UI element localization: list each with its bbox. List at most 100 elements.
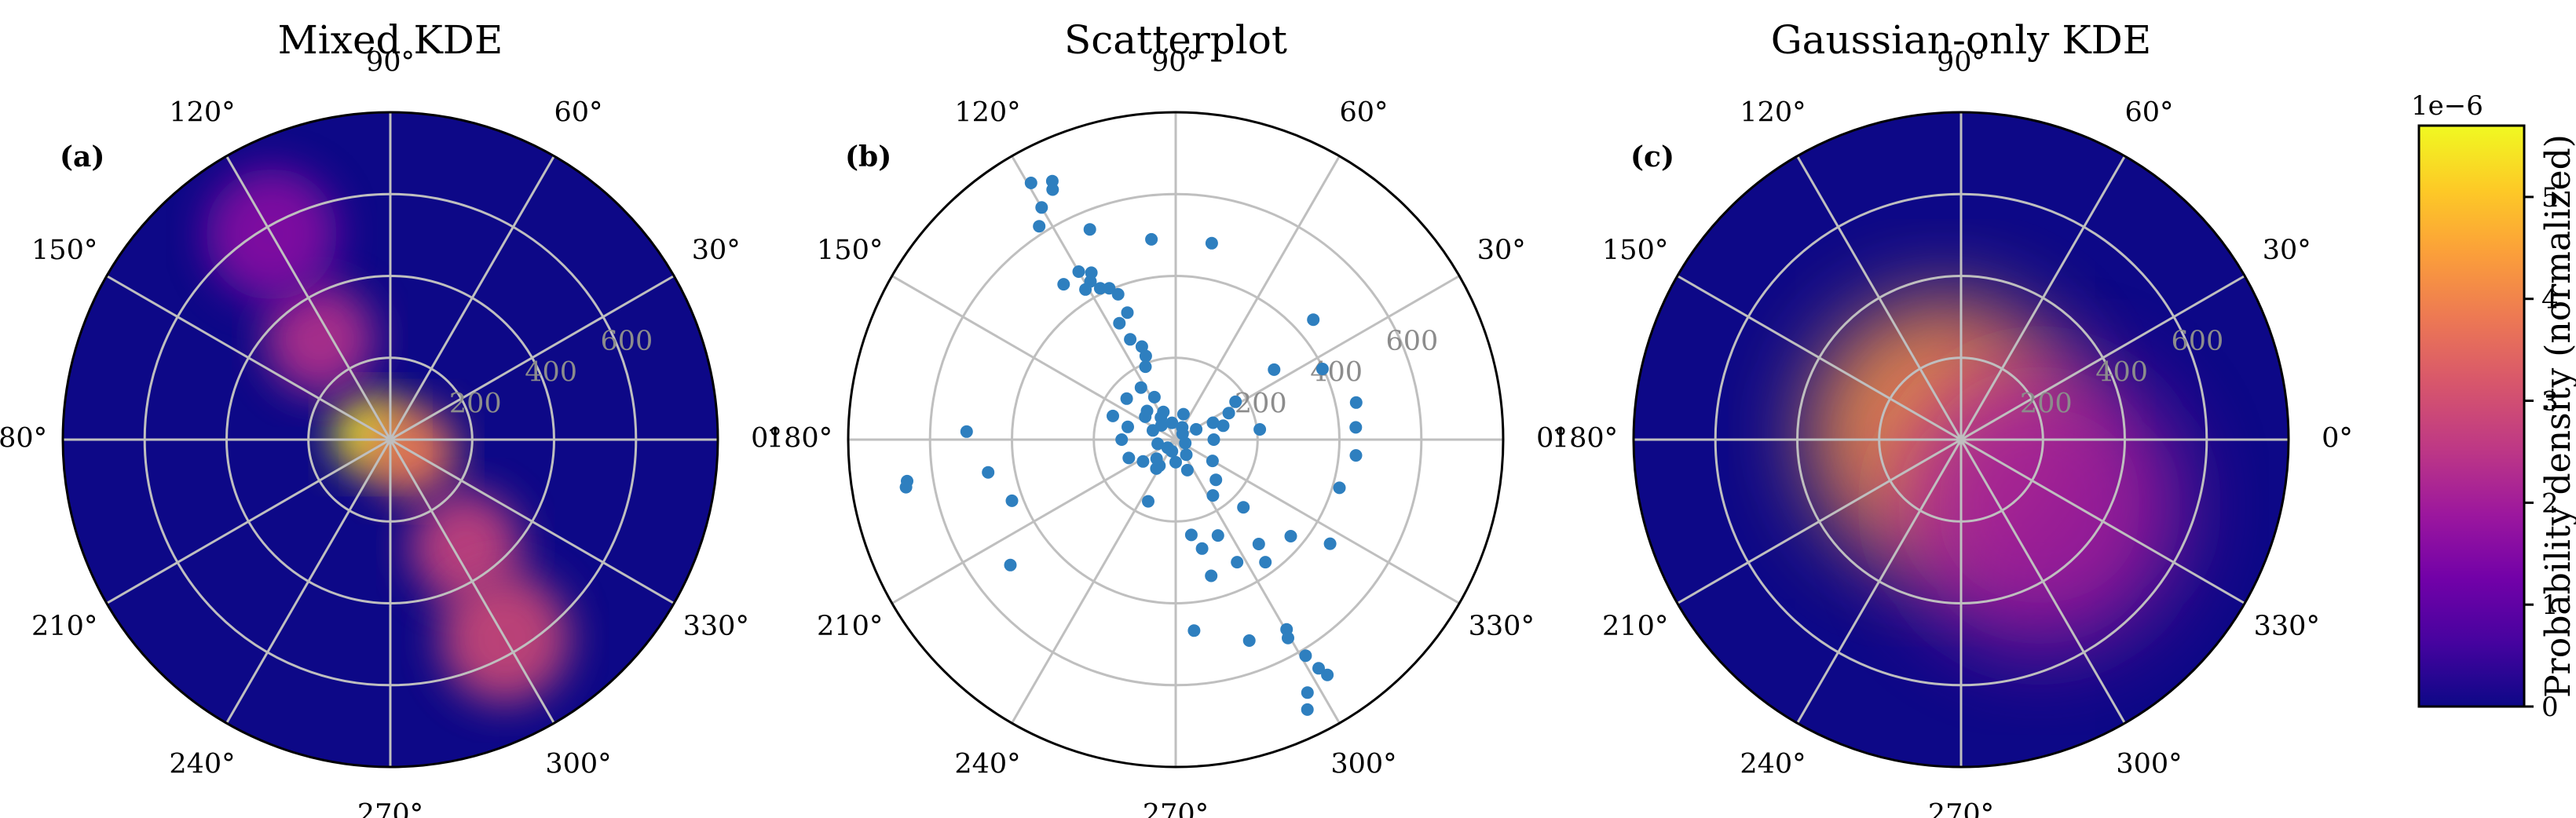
scatter-point bbox=[1103, 282, 1116, 295]
colorbar-tick-label: 1 bbox=[2541, 590, 2559, 621]
angle-tick-label: 90° bbox=[1937, 47, 1985, 79]
panel-label: (a) bbox=[60, 141, 104, 173]
scatter-point bbox=[1150, 452, 1163, 466]
angle-tick-label: 60° bbox=[2124, 97, 2173, 129]
angle-tick-label: 30° bbox=[1477, 235, 1526, 266]
scatter-point bbox=[1301, 686, 1314, 699]
scatter-point bbox=[1107, 409, 1119, 422]
angle-tick-label: 180° bbox=[767, 423, 832, 455]
angle-tick-label: 60° bbox=[554, 97, 602, 129]
density-heatmap bbox=[1808, 299, 2183, 649]
angular-gridline bbox=[389, 439, 555, 724]
scatter-point bbox=[1349, 396, 1363, 409]
polar-grid bbox=[63, 112, 718, 767]
panel-title: Scatterplot bbox=[1064, 17, 1287, 63]
angle-tick-label: 30° bbox=[692, 235, 741, 266]
scatter-point bbox=[899, 480, 913, 494]
scatter-point bbox=[1135, 340, 1148, 353]
angle-tick-label: 0° bbox=[751, 423, 782, 455]
scatter-point bbox=[1024, 177, 1037, 189]
scatter-point bbox=[1122, 420, 1134, 433]
scatter-point bbox=[1085, 266, 1098, 279]
panel-title: Gaussian-only KDE bbox=[1771, 17, 2152, 63]
angle-tick-label: 180° bbox=[0, 423, 47, 455]
scatter-point bbox=[1268, 363, 1281, 376]
scatter-point bbox=[1147, 424, 1159, 437]
scatter-point bbox=[1206, 489, 1220, 502]
scatter-point bbox=[1222, 407, 1235, 420]
scatter-point bbox=[1195, 542, 1209, 555]
colorbar-tick-label: 0 bbox=[2541, 692, 2559, 723]
radial-tick-label: 600 bbox=[2171, 326, 2223, 357]
polar-grid bbox=[848, 112, 1503, 767]
scatter-point bbox=[1252, 538, 1265, 550]
angle-tick-label: 330° bbox=[2254, 611, 2320, 642]
scatter-point bbox=[1057, 278, 1070, 291]
colorbar-tick-label: 3 bbox=[2541, 386, 2559, 418]
angle-tick-label: 300° bbox=[1330, 748, 1396, 780]
angle-tick-label: 120° bbox=[169, 97, 235, 129]
panel-gaussian-only-kde: 0° 30° 60° 90° 120° 150° 180° 210° 240° 270° 300° 3… bbox=[1552, 17, 2353, 818]
angle-labels: 0° 30° 60° 90° 120° 150° 180° 210° 240° 270° 300° 3… bbox=[0, 47, 782, 818]
scatter-point bbox=[1147, 390, 1161, 404]
angle-tick-label: 120° bbox=[1740, 97, 1806, 129]
angle-tick-label: 270° bbox=[1928, 799, 1994, 818]
scatter-point bbox=[1139, 360, 1152, 374]
scatter-point bbox=[1315, 363, 1329, 375]
angular-gridline bbox=[1959, 439, 2126, 724]
scatter-point bbox=[1349, 421, 1363, 434]
scatter-point bbox=[1312, 662, 1325, 675]
colorbar-label: Probability density (normalized) bbox=[2538, 134, 2576, 698]
scatter-point bbox=[1151, 437, 1165, 451]
angular-gridline bbox=[1011, 439, 1177, 724]
angular-gridline bbox=[225, 439, 392, 724]
angle-tick-label: 60° bbox=[1339, 97, 1388, 129]
scatter-point bbox=[1231, 556, 1244, 569]
scatter-point bbox=[1180, 463, 1194, 477]
radial-tick-label: 400 bbox=[525, 357, 577, 389]
colorbar: 0 1 2 3 4 5 1e−6 Probability density (normali… bbox=[2411, 90, 2576, 723]
scatter-point bbox=[1005, 494, 1019, 507]
scatter-point bbox=[1134, 381, 1147, 394]
scatter-point bbox=[1282, 631, 1294, 645]
scatter-point bbox=[1072, 265, 1085, 278]
scatter-point bbox=[1180, 448, 1193, 462]
angular-gridline bbox=[1796, 155, 1963, 440]
angle-tick-label: 300° bbox=[2116, 748, 2182, 780]
scatter-point bbox=[1284, 530, 1297, 542]
polar-grid bbox=[1634, 112, 2289, 767]
angle-tick-label: 210° bbox=[817, 611, 883, 642]
radial-tick-label: 400 bbox=[2095, 357, 2148, 389]
plot-boundary bbox=[61, 111, 719, 769]
scatter-point bbox=[1145, 232, 1158, 246]
panel-mixed-kde: 0° 30° 60° 90° 120° 150° 180° 210° 240° 270° 300° 3… bbox=[0, 17, 782, 818]
angular-gridline bbox=[390, 275, 675, 441]
angular-gridline bbox=[106, 438, 391, 604]
scatter-point bbox=[1165, 416, 1179, 429]
angle-tick-label: 150° bbox=[817, 235, 883, 266]
angle-tick-label: 330° bbox=[1469, 611, 1535, 642]
colorbar-multiplier: 1e−6 bbox=[2411, 90, 2483, 122]
scatter-point bbox=[1046, 183, 1059, 196]
scatter-point bbox=[982, 466, 995, 479]
angle-tick-label: 30° bbox=[2263, 235, 2311, 266]
scatter-point bbox=[1301, 703, 1314, 716]
scatter-point bbox=[1169, 455, 1182, 469]
scatter-point bbox=[1176, 407, 1190, 421]
scatter-point bbox=[1190, 422, 1203, 436]
scatter-point bbox=[1259, 556, 1272, 569]
colorbar-gradient bbox=[2417, 124, 2526, 708]
angle-tick-label: 150° bbox=[31, 235, 97, 266]
scatter-point bbox=[1206, 455, 1219, 468]
angular-gridline bbox=[106, 275, 391, 441]
radial-tick-label: 600 bbox=[1385, 326, 1438, 357]
scatter-point bbox=[1211, 529, 1224, 542]
angle-labels: 0° 30° 60° 90° 120° 150° 180° 210° 240° 270° 300° 3… bbox=[1552, 47, 2353, 818]
angular-gridline bbox=[1677, 275, 1962, 441]
angle-tick-label: 270° bbox=[357, 799, 423, 818]
angle-tick-label: 180° bbox=[1552, 423, 1618, 455]
scatter-point bbox=[1333, 481, 1346, 495]
scatter-point bbox=[1205, 569, 1218, 582]
